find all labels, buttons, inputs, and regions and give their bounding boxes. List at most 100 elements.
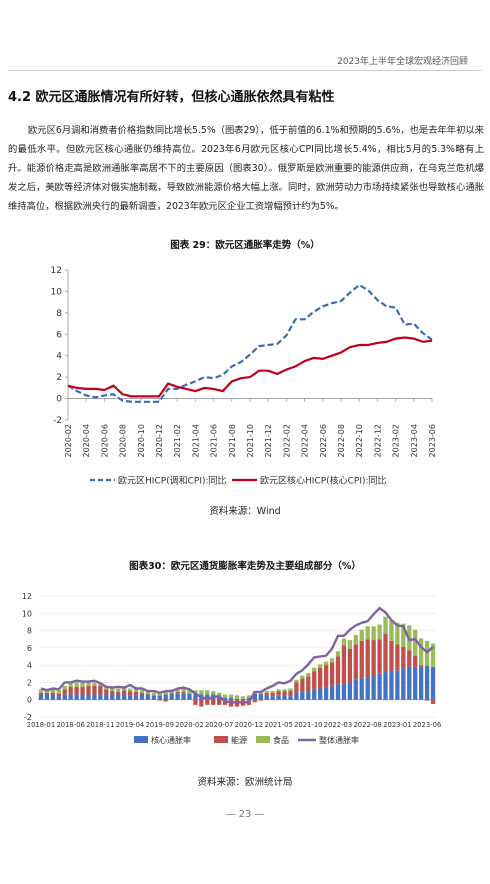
x-tick-label: 2021-06 xyxy=(210,424,219,457)
bar-segment-food xyxy=(264,691,269,693)
bar-segment-energy xyxy=(270,692,275,697)
x-tick-label: 2020-07 xyxy=(205,721,233,729)
bar-segment-food xyxy=(347,640,353,649)
bar-segment-core xyxy=(300,691,305,700)
bar-segment-food xyxy=(62,685,67,690)
bar-segment-energy xyxy=(424,699,430,701)
x-tick-label: 2020-04 xyxy=(82,424,91,457)
x-tick-label: 2020-06 xyxy=(100,424,109,457)
bar-segment-energy xyxy=(294,682,299,693)
series-line-core-hicp xyxy=(67,336,433,398)
x-tick-label: 2021-05 xyxy=(264,721,292,729)
bar-segment-food xyxy=(133,689,139,692)
bar-segment-food xyxy=(56,690,61,694)
bar-segment-energy xyxy=(318,667,323,689)
bar-segment-core xyxy=(413,666,418,700)
bar-segment-energy xyxy=(110,691,115,695)
y-tick-label: 10 xyxy=(51,287,63,297)
body-paragraph: 欧元区6月调和消费者价格指数同比增长5.5%（图表29），低于前值的6.1%和预… xyxy=(8,125,484,212)
bar-segment-energy xyxy=(217,699,222,705)
x-tick-label: 2020-12 xyxy=(155,424,164,457)
x-tick-label: 2021-08 xyxy=(228,424,237,457)
bar-segment-core xyxy=(276,695,281,700)
bar-segment-energy xyxy=(341,645,347,684)
bar-segment-food xyxy=(181,688,186,692)
x-tick-label: 2023-01 xyxy=(383,721,411,729)
bar-segment-core xyxy=(122,694,127,700)
x-tick-label: 2020-02 xyxy=(64,424,73,457)
bar-segment-energy xyxy=(282,691,287,696)
y-tick-label: 8 xyxy=(27,627,32,636)
bar-segment-core xyxy=(110,694,115,700)
bar-segment-energy xyxy=(193,699,198,705)
bar-segment-core xyxy=(127,695,133,700)
bar-segment-energy xyxy=(50,692,55,695)
bar-segment-core xyxy=(38,694,44,700)
y-tick-label: 6 xyxy=(56,330,62,340)
bar-segment-energy xyxy=(276,691,281,696)
bar-segment-food xyxy=(139,690,145,693)
bar-segment-energy xyxy=(306,676,311,692)
x-tick-label: 2018-11 xyxy=(86,721,114,729)
y-tick-label: 12 xyxy=(22,592,32,601)
bar-segment-core xyxy=(44,694,50,700)
bar-segment-food xyxy=(270,691,275,693)
figure-30-title: 图表30：欧元区通货膨胀率走势及主要组成部分（%） xyxy=(129,561,361,572)
bar-segment-energy xyxy=(258,699,263,701)
bar-segment-food xyxy=(38,689,44,693)
bar-segment-food xyxy=(383,616,388,635)
bar-segment-food xyxy=(217,692,222,697)
bar-segment-energy xyxy=(401,646,406,669)
bar-segment-energy xyxy=(300,678,305,692)
bar-segment-food xyxy=(371,626,376,641)
bar-segment-food xyxy=(294,679,299,683)
legend-swatch-food xyxy=(256,736,270,743)
x-tick-label: 2020-12 xyxy=(235,721,263,729)
bar-segment-food xyxy=(401,623,406,647)
legend-label-food: 食品 xyxy=(273,735,289,745)
bar-segment-core xyxy=(347,682,353,700)
bar-segment-food xyxy=(222,694,228,698)
bar-segment-energy xyxy=(264,692,269,696)
bar-segment-energy xyxy=(288,691,293,697)
page-header: 2023年上半年全球宏观经济回顾 xyxy=(337,57,468,67)
bar-segment-energy xyxy=(80,686,85,695)
x-tick-label: 2020-08 xyxy=(119,424,128,457)
bar-segment-food xyxy=(151,692,156,696)
bar-segment-energy xyxy=(92,685,97,695)
bar-segment-food xyxy=(419,638,424,666)
bar-segment-core xyxy=(139,694,145,700)
bar-segment-energy xyxy=(127,691,133,696)
bar-segment-food xyxy=(365,626,370,640)
bar-segment-energy xyxy=(199,699,204,707)
bar-segment-energy xyxy=(419,665,424,667)
bar-segment-core xyxy=(335,684,341,700)
bar-segment-food xyxy=(377,624,382,640)
bar-segment-core xyxy=(145,694,151,700)
x-tick-label: 2022-12 xyxy=(373,424,382,457)
bar-segment-core xyxy=(258,693,263,700)
bar-segment-food xyxy=(187,689,192,694)
page-number: — 23 — xyxy=(225,809,265,820)
y-tick-label: -2 xyxy=(53,416,62,426)
bar-segment-energy xyxy=(371,640,376,676)
bar-segment-core xyxy=(74,694,79,700)
bar-segment-food xyxy=(205,690,210,695)
bar-segment-energy xyxy=(365,639,370,678)
y-tick-label: 0 xyxy=(27,696,32,705)
x-tick-label: 2022-08 xyxy=(337,424,346,457)
bar-segment-energy xyxy=(133,691,139,696)
bar-segment-core xyxy=(365,677,370,700)
bar-segment-core xyxy=(359,678,364,700)
bar-segment-food xyxy=(323,661,329,666)
y-tick-label: 2 xyxy=(27,678,32,687)
x-tick-label: 2021-10 xyxy=(246,424,255,457)
bar-segment-core xyxy=(234,698,240,700)
bar-segment-core xyxy=(80,694,85,700)
bar-segment-energy xyxy=(44,692,50,695)
bar-segment-food xyxy=(335,651,341,657)
bar-segment-core xyxy=(92,694,97,700)
header-divider xyxy=(8,70,482,71)
bar-segment-energy xyxy=(98,685,103,695)
x-tick-label: 2023-04 xyxy=(410,424,419,457)
